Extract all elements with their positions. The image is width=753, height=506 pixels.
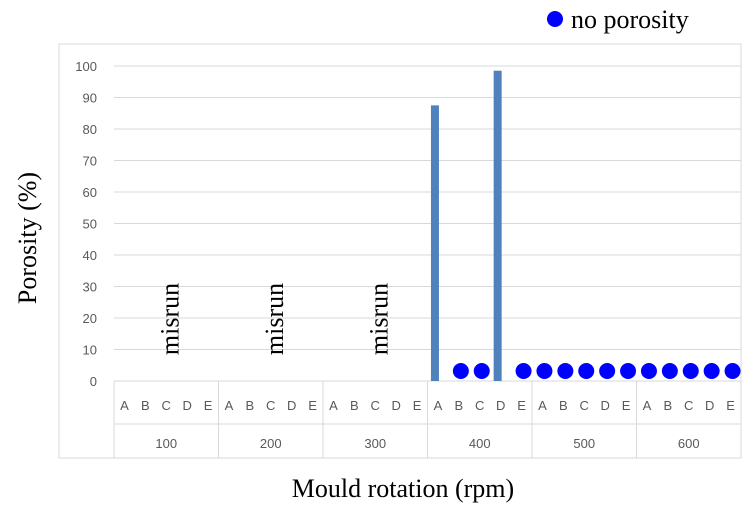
- x-category-label: A: [643, 398, 652, 413]
- y-tick-label: 0: [90, 374, 97, 389]
- x-category-label: B: [350, 398, 359, 413]
- bar: [430, 105, 439, 381]
- no-porosity-markers: [452, 363, 741, 379]
- legend: no porosity: [547, 5, 689, 34]
- bars: [430, 70, 502, 381]
- x-category-label: A: [225, 398, 234, 413]
- x-category-label: D: [705, 398, 714, 413]
- x-category-label: D: [600, 398, 609, 413]
- x-category-label: C: [684, 398, 693, 413]
- x-category-label: D: [182, 398, 191, 413]
- x-category-label: C: [371, 398, 380, 413]
- y-tick-label: 20: [83, 311, 97, 326]
- y-tick-label: 10: [83, 343, 97, 358]
- no-porosity-marker: [661, 363, 678, 379]
- no-porosity-marker: [620, 363, 637, 379]
- y-tick-label: 30: [83, 280, 97, 295]
- x-category-label: E: [726, 398, 735, 413]
- x-category-label: D: [496, 398, 505, 413]
- no-porosity-marker: [703, 363, 720, 379]
- no-porosity-marker: [473, 363, 490, 379]
- x-category-label: D: [391, 398, 400, 413]
- x-category-label: A: [120, 398, 129, 413]
- x-category-label: A: [538, 398, 547, 413]
- no-porosity-marker: [640, 363, 657, 379]
- no-porosity-marker: [599, 363, 616, 379]
- plot-frame: [58, 43, 742, 459]
- x-axis-label: Mould rotation (rpm): [292, 474, 514, 503]
- x-category-label: C: [162, 398, 171, 413]
- no-porosity-marker: [578, 363, 595, 379]
- y-tick-label: 100: [75, 59, 97, 74]
- x-category-label: A: [329, 398, 338, 413]
- legend-marker: [547, 11, 563, 27]
- x-category-label: B: [141, 398, 150, 413]
- x-category-label: E: [517, 398, 526, 413]
- y-tick-label: 80: [83, 122, 97, 137]
- x-category-label: E: [622, 398, 631, 413]
- x-category-label: D: [287, 398, 296, 413]
- y-tick-label: 40: [83, 248, 97, 263]
- x-category-label: B: [246, 398, 255, 413]
- x-group-label: 100: [155, 436, 177, 451]
- y-tick-label: 70: [83, 154, 97, 169]
- x-category-label: C: [266, 398, 275, 413]
- x-group-label: 600: [678, 436, 700, 451]
- no-porosity-marker: [557, 363, 574, 379]
- x-group-label: 400: [469, 436, 491, 451]
- no-porosity-marker: [724, 363, 741, 379]
- x-category-label: C: [580, 398, 589, 413]
- gridlines: [114, 65, 741, 382]
- x-category-label: B: [664, 398, 673, 413]
- x-category-label: B: [455, 398, 464, 413]
- misrun-label: misrun: [260, 283, 289, 355]
- misrun-annotations: misrun misrun misrun: [155, 283, 393, 355]
- no-porosity-marker: [536, 363, 553, 379]
- y-tick-label: 60: [83, 185, 97, 200]
- x-category-label: C: [475, 398, 484, 413]
- bar: [493, 70, 502, 381]
- y-tick-label: 90: [83, 91, 97, 106]
- y-tick-label: 50: [83, 217, 97, 232]
- x-category-label: E: [413, 398, 422, 413]
- no-porosity-marker: [682, 363, 699, 379]
- x-group-label: 200: [260, 436, 282, 451]
- no-porosity-marker: [515, 363, 532, 379]
- x-group-label: 300: [364, 436, 386, 451]
- x-category-label: B: [559, 398, 568, 413]
- misrun-label: misrun: [364, 283, 393, 355]
- legend-label: no porosity: [571, 5, 689, 34]
- y-axis-label: Porosity (%): [13, 172, 42, 304]
- no-porosity-marker: [452, 363, 469, 379]
- misrun-label: misrun: [155, 283, 184, 355]
- x-category-label: E: [204, 398, 213, 413]
- x-group-label: 500: [573, 436, 595, 451]
- y-axis-ticks: 0 10 20 30 40 50 60 70 80 90 100: [75, 59, 97, 389]
- x-category-label: E: [308, 398, 317, 413]
- x-category-label: A: [434, 398, 443, 413]
